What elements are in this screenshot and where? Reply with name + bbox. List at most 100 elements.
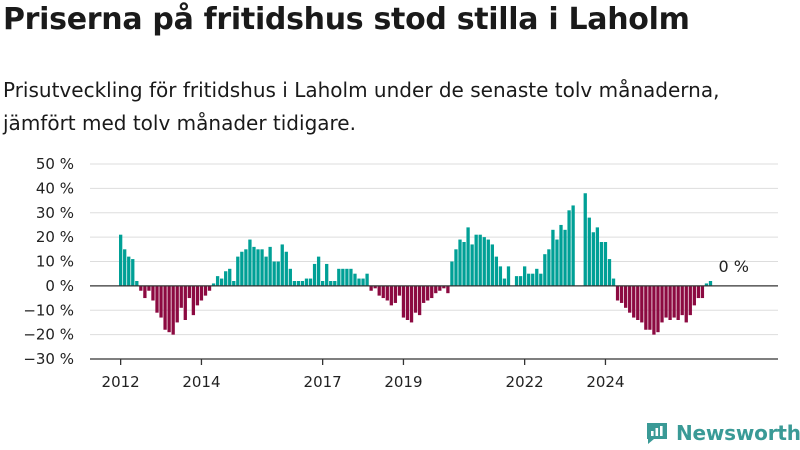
y-tick-label: 20 % [36,228,74,246]
bar [591,232,595,286]
bar [523,266,527,286]
newsworthy-brand: Newsworthy [644,418,800,448]
bar [482,237,486,286]
bar [640,285,644,323]
bar [304,278,309,286]
bar [199,285,204,301]
bar [405,285,410,320]
bar [514,276,519,286]
y-tick-label: 50 % [36,155,74,173]
bar [215,276,220,286]
bar [518,276,523,286]
bar [280,244,284,286]
bar [123,249,127,286]
bar [159,285,163,318]
bar [349,268,353,286]
bar [704,283,709,286]
bar [454,249,458,286]
bar [175,285,179,323]
x-tick-label: 2024 [586,373,624,391]
bar [619,285,624,303]
bar [636,285,640,320]
bar [207,285,212,291]
bar [353,273,357,286]
bar [680,285,684,316]
bar [559,224,563,286]
bar [607,259,612,286]
bar [527,273,531,286]
bar [567,210,571,286]
bar [312,263,317,286]
bar [308,278,313,286]
bar [587,217,591,286]
bar [535,268,539,286]
bar [494,256,499,286]
bar [648,285,652,330]
bar [555,239,559,286]
bar [434,285,438,294]
bar [539,273,543,286]
bar [531,273,535,286]
bar [321,281,325,286]
bar [438,285,442,291]
bar [203,285,208,296]
bar [462,242,466,286]
bar [498,266,503,286]
bar [329,281,333,286]
bar [373,285,377,289]
bar [599,242,604,286]
bar [276,261,280,286]
x-tick-label: 2019 [384,373,422,391]
brand-name: Newsworthy [676,421,800,445]
bar [458,239,462,286]
bar [506,266,511,286]
bar [595,227,600,286]
bar [171,285,175,335]
bar [688,285,692,316]
bar [672,285,676,318]
bar [240,251,244,286]
bar [131,259,135,286]
bar [624,285,628,308]
bar [248,239,252,286]
bar [446,285,450,294]
bar [195,285,200,306]
bar [119,234,123,286]
bar [632,285,636,318]
bar [700,285,705,299]
bar [397,285,402,296]
bar [377,285,381,296]
bar [151,285,155,301]
bar [260,249,264,286]
bar [284,251,288,286]
bar [409,285,414,323]
bar [389,285,393,306]
bar [660,285,664,323]
bar [583,193,587,286]
bar [413,285,418,313]
bar [361,278,365,286]
bar [316,256,321,286]
bar [563,229,567,286]
bar [381,285,385,299]
bar [547,249,551,286]
bar [430,285,434,299]
bar [611,278,616,286]
bar [341,268,345,286]
bars [119,193,713,335]
bar [211,283,216,286]
bar [300,281,305,286]
bar [296,281,301,286]
x-tick-label: 2014 [182,373,220,391]
bar [224,271,228,286]
bar [628,285,632,313]
bar [179,285,183,308]
x-tick-label: 2012 [102,373,140,391]
bar [187,285,191,299]
bar [393,285,398,303]
bar [692,285,696,306]
axes: −30 % −20 % −10 % 0 % 10 % 20 % 30 % 40 % 50 % 20… [23,155,778,391]
bar [365,273,369,286]
y-tick-label: −10 % [23,301,74,319]
